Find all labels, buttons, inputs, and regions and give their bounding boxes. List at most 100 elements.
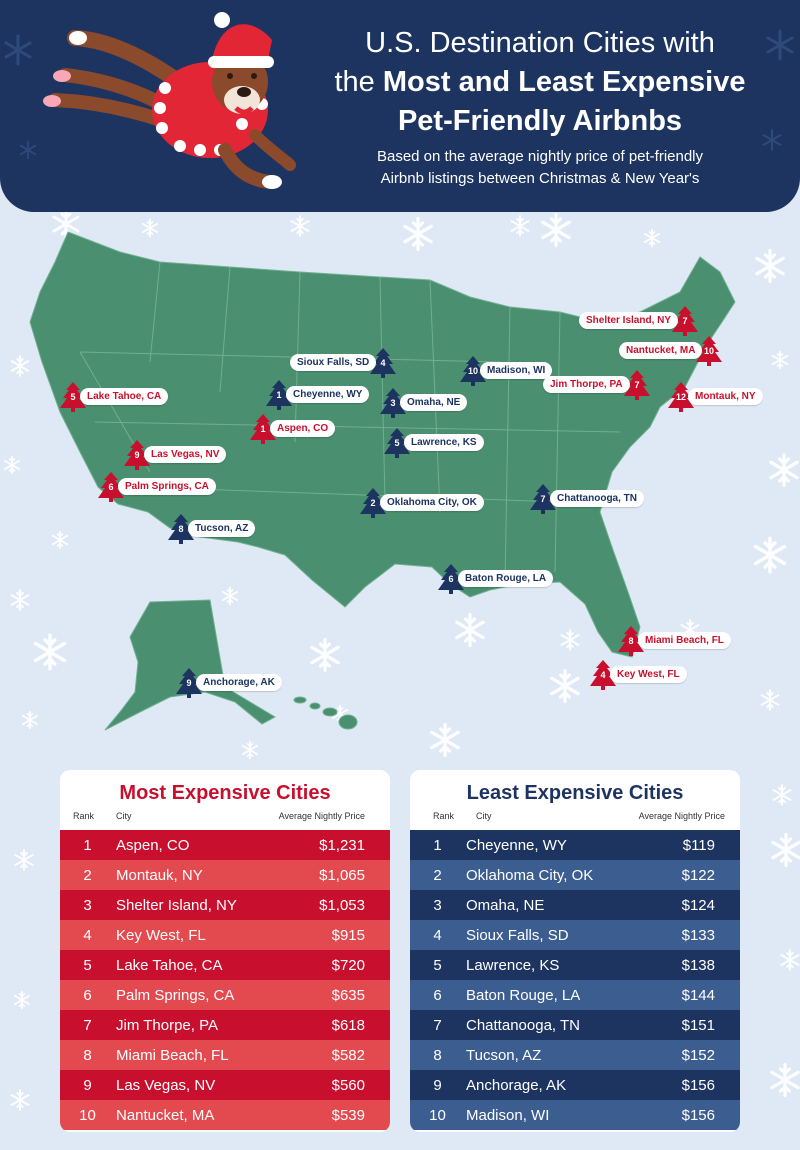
rank-cell: 8 — [433, 1047, 442, 1064]
marker-label: Montauk, NY — [688, 388, 763, 405]
price-cell: $1,065 — [319, 867, 365, 884]
price-cell: $156 — [681, 1077, 715, 1094]
marker-label: Key West, FL — [610, 666, 687, 683]
table-row: 9 Las Vegas, NV $560 — [60, 1070, 390, 1100]
table-row: 4 Sioux Falls, SD $133 — [410, 920, 740, 950]
tree-icon — [98, 472, 124, 502]
least-expensive-header: Rank City Average Nightly Price — [410, 811, 740, 831]
marker-label: Cheyenne, WY — [286, 386, 370, 403]
table-row: 2 Montauk, NY $1,065 — [60, 860, 390, 890]
col-rank-header: Rank — [73, 811, 95, 821]
tree-icon — [176, 668, 202, 698]
price-cell: $539 — [331, 1107, 365, 1124]
tree-icon — [438, 564, 464, 594]
tree-icon — [668, 382, 694, 412]
marker-label: Jim Thorpe, PA — [543, 376, 630, 393]
marker-rank: 7 — [540, 494, 546, 504]
price-cell: $138 — [681, 957, 715, 974]
marker-rank: 10 — [467, 366, 478, 376]
rank-cell: 3 — [433, 897, 442, 914]
col-city-header: City — [476, 811, 492, 821]
rank-cell: 10 — [79, 1107, 96, 1124]
title-line-2-pre: the — [334, 66, 383, 98]
price-cell: $122 — [681, 867, 715, 884]
tree-icon — [384, 428, 410, 458]
marker-label: Nantucket, MA — [619, 342, 703, 359]
price-cell: $915 — [331, 927, 365, 944]
price-cell: $635 — [331, 987, 365, 1004]
marker-label: Omaha, NE — [400, 394, 468, 411]
tree-icon — [624, 370, 650, 400]
marker-label: Madison, WI — [480, 362, 553, 379]
tree-icon — [370, 348, 396, 378]
most-expensive-rows: 1 Aspen, CO $1,231 2 Montauk, NY $1,065 3 Shelt… — [60, 830, 390, 1130]
marker-rank: 8 — [178, 524, 184, 534]
marker-rank: 5 — [70, 392, 76, 402]
price-cell: $1,231 — [319, 837, 365, 854]
rank-cell: 7 — [433, 1017, 442, 1034]
city-cell: Cheyenne, WY — [466, 837, 567, 854]
us-map — [0, 212, 800, 772]
hawaii-shape-2 — [309, 702, 321, 710]
tree-icon — [530, 484, 556, 514]
price-cell: $1,053 — [319, 897, 365, 914]
rank-cell: 5 — [83, 957, 92, 974]
table-row: 9 Anchorage, AK $156 — [410, 1070, 740, 1100]
title-line-2: the Most and Least Expensive — [300, 63, 780, 102]
table-row: 5 Lake Tahoe, CA $720 — [60, 950, 390, 980]
rank-cell: 4 — [83, 927, 92, 944]
marker-label: Tucson, AZ — [188, 520, 256, 537]
tree-icon — [672, 306, 698, 336]
table-row: 8 Tucson, AZ $152 — [410, 1040, 740, 1070]
city-cell: Jim Thorpe, PA — [116, 1017, 218, 1034]
price-cell: $144 — [681, 987, 715, 1004]
city-cell: Aspen, CO — [116, 837, 190, 854]
title-line-1: U.S. Destination Cities with — [365, 27, 715, 59]
title-line-2-bold: Most and Least Expensive — [382, 66, 746, 98]
rank-cell: 9 — [83, 1077, 92, 1094]
price-cell: $720 — [331, 957, 365, 974]
rank-cell: 1 — [83, 837, 92, 854]
city-cell: Sioux Falls, SD — [466, 927, 569, 944]
tree-icon — [590, 660, 616, 690]
table-row: 10 Nantucket, MA $539 — [60, 1100, 390, 1130]
marker-label: Lawrence, KS — [404, 434, 484, 451]
city-cell: Las Vegas, NV — [116, 1077, 216, 1094]
table-row: 2 Oklahoma City, OK $122 — [410, 860, 740, 890]
us-map-shape — [29, 231, 736, 731]
most-expensive-table: Most Expensive Cities Rank City Average … — [60, 770, 390, 1132]
city-cell: Miami Beach, FL — [116, 1047, 229, 1064]
marker-rank: 9 — [134, 450, 140, 460]
city-cell: Omaha, NE — [466, 897, 545, 914]
marker-rank: 3 — [390, 398, 396, 408]
map-markers: 1 Cheyenne, WY 1 Aspen, CO 4 Sioux Falls, SD 3… — [60, 306, 763, 698]
table-row: 8 Miami Beach, FL $582 — [60, 1040, 390, 1070]
city-cell: Baton Rouge, LA — [466, 987, 581, 1004]
snowflake-header-decor — [4, 29, 794, 160]
marker-rank: 4 — [600, 670, 606, 680]
price-cell: $151 — [681, 1017, 715, 1034]
marker-label: Las Vegas, NV — [144, 446, 227, 463]
price-cell: $152 — [681, 1047, 715, 1064]
rank-cell: 3 — [83, 897, 92, 914]
city-cell: Madison, WI — [466, 1107, 550, 1124]
marker-label: Palm Springs, CA — [118, 478, 216, 495]
tree-icon — [250, 414, 276, 444]
rank-cell: 10 — [429, 1107, 446, 1124]
price-cell: $119 — [682, 837, 715, 854]
rank-cell: 8 — [83, 1047, 92, 1064]
city-cell: Key West, FL — [116, 927, 206, 944]
col-rank-header: Rank — [433, 811, 455, 821]
city-cell: Nantucket, MA — [116, 1107, 215, 1124]
marker-rank: 6 — [108, 482, 114, 492]
least-expensive-rows: 1 Cheyenne, WY $119 2 Oklahoma City, OK $122 3… — [410, 830, 740, 1130]
page-title: U.S. Destination Cities with the Most an… — [300, 24, 780, 141]
tree-icon — [380, 388, 406, 418]
tree-icon — [618, 626, 644, 656]
marker-rank: 5 — [394, 438, 400, 448]
marker-rank: 10 — [703, 346, 714, 356]
rank-cell: 4 — [433, 927, 442, 944]
marker-rank: 2 — [370, 498, 376, 508]
marker-rank: 12 — [675, 392, 686, 402]
marker-rank: 1 — [260, 424, 266, 434]
